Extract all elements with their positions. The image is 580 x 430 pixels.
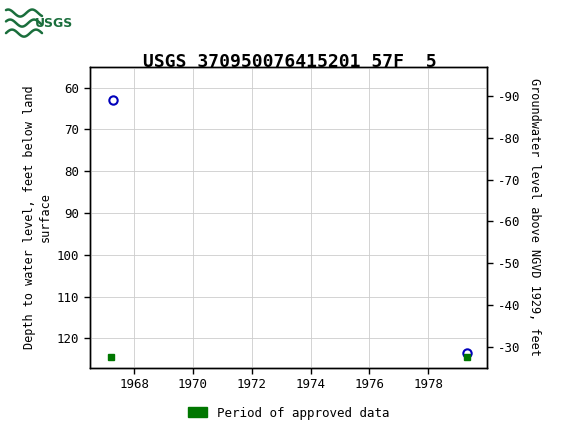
FancyBboxPatch shape [4,3,72,42]
Y-axis label: Depth to water level, feet below land
surface: Depth to water level, feet below land su… [23,85,52,349]
Legend: Period of approved data: Period of approved data [183,402,394,424]
Text: USGS: USGS [35,17,73,30]
Text: USGS: USGS [80,14,135,32]
Y-axis label: Groundwater level above NGVD 1929, feet: Groundwater level above NGVD 1929, feet [528,78,542,356]
Text: USGS 370950076415201 57F  5: USGS 370950076415201 57F 5 [143,53,437,71]
